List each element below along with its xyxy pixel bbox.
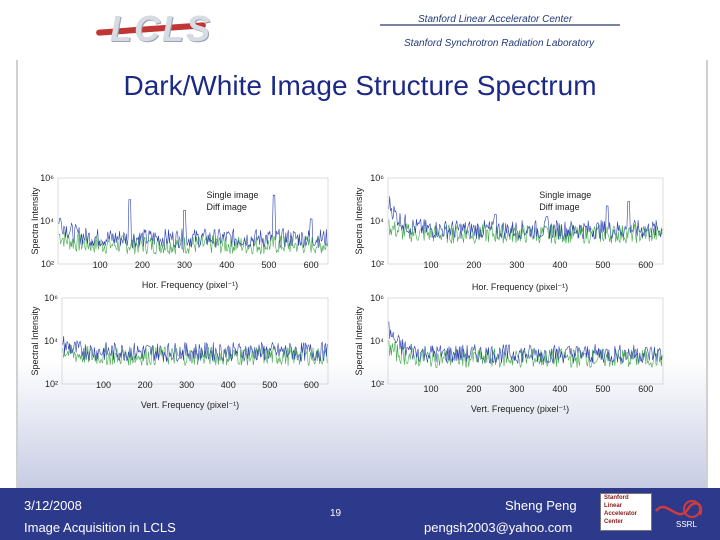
x-axis-label: Vert. Frequency (pixel⁻¹) <box>471 404 569 414</box>
series-line-single <box>388 196 663 240</box>
plot-area <box>387 297 664 385</box>
legend-entry: Diff image <box>207 202 247 212</box>
x-tick-label: 400 <box>552 384 567 394</box>
ssrl-name: Stanford Synchrotron Radiation Laborator… <box>404 38 595 49</box>
y-tick-label: 10⁴ <box>40 216 54 226</box>
y-tick-label: 10² <box>41 259 54 269</box>
footer-email: pengsh2003@yahoo.com <box>424 520 573 535</box>
logo-line: Center <box>604 519 624 525</box>
x-tick-label: 400 <box>221 380 236 390</box>
y-tick-label: 10⁴ <box>370 336 384 346</box>
y-tick-label: 10⁶ <box>370 173 384 183</box>
y-tick-label: 10² <box>371 259 384 269</box>
plot-area <box>387 177 664 265</box>
x-tick-label: 100 <box>423 260 438 270</box>
header-divider <box>380 24 620 26</box>
y-axis-label: Spectra Intensity <box>354 187 364 255</box>
y-tick-label: 10⁶ <box>370 293 384 303</box>
logo-line: Stanford <box>604 495 629 501</box>
series-line-diff <box>388 219 663 245</box>
x-tick-label: 600 <box>304 260 319 270</box>
ssrl-logo-icon <box>654 500 703 518</box>
x-tick-label: 500 <box>595 384 610 394</box>
x-axis-label: Vert. Frequency (pixel⁻¹) <box>141 400 239 410</box>
footer-author: Sheng Peng <box>505 498 577 513</box>
x-tick-label: 200 <box>466 260 481 270</box>
legend-entry: Single image <box>207 190 259 200</box>
series-line-single <box>388 321 663 365</box>
series-line-diff <box>58 231 328 255</box>
x-tick-label: 300 <box>509 260 524 270</box>
legend-entry: Single image <box>539 190 591 200</box>
x-tick-label: 600 <box>304 380 319 390</box>
x-tick-label: 300 <box>509 384 524 394</box>
footer-date: 3/12/2008 <box>24 498 82 513</box>
y-tick-label: 10² <box>45 379 58 389</box>
series-line-single <box>62 336 328 363</box>
y-tick-label: 10⁴ <box>44 336 58 346</box>
y-tick-label: 10⁶ <box>40 173 54 183</box>
x-tick-label: 100 <box>93 260 108 270</box>
series-line-single <box>58 194 328 249</box>
x-axis-label: Hor. Frequency (pixel⁻¹) <box>142 280 238 290</box>
x-tick-label: 400 <box>219 260 234 270</box>
x-tick-label: 200 <box>135 260 150 270</box>
x-tick-label: 500 <box>261 260 276 270</box>
y-axis-label: Spectra Intensity <box>30 187 40 255</box>
y-tick-label: 10⁴ <box>370 216 384 226</box>
legend-entry: Diff image <box>539 202 579 212</box>
x-tick-label: 100 <box>423 384 438 394</box>
y-tick-label: 10⁶ <box>44 293 58 303</box>
plot-area <box>61 297 329 385</box>
x-tick-label: 600 <box>638 384 653 394</box>
x-tick-label: 300 <box>177 260 192 270</box>
x-tick-label: 200 <box>138 380 153 390</box>
x-axis-label: Hor. Frequency (pixel⁻¹) <box>472 282 568 292</box>
x-tick-label: 300 <box>179 380 194 390</box>
y-tick-label: 10² <box>371 379 384 389</box>
slide-title: Dark/White Image Structure Spectrum <box>123 70 597 101</box>
x-tick-label: 200 <box>466 384 481 394</box>
logo-line: Linear <box>604 503 623 509</box>
footer-subtitle: Image Acquisition in LCLS <box>24 520 176 535</box>
x-tick-label: 600 <box>638 260 653 270</box>
plot-area <box>57 177 329 265</box>
lcls-logo: LCLS <box>110 8 212 49</box>
x-tick-label: 100 <box>96 380 111 390</box>
content-area <box>16 60 708 488</box>
page-number: 19 <box>330 508 342 519</box>
stanford-logo: Stanford Linear Accelerator Center <box>600 493 652 531</box>
x-tick-label: 500 <box>262 380 277 390</box>
x-tick-label: 500 <box>595 260 610 270</box>
logo-line: Accelerator <box>604 511 638 517</box>
slac-name: Stanford Linear Accelerator Center <box>418 14 573 25</box>
ssrl-label: SSRL <box>676 520 697 529</box>
y-axis-label: Spectral Intensity <box>30 306 40 376</box>
x-tick-label: 400 <box>552 260 567 270</box>
y-axis-label: Spectral Intensity <box>354 306 364 376</box>
